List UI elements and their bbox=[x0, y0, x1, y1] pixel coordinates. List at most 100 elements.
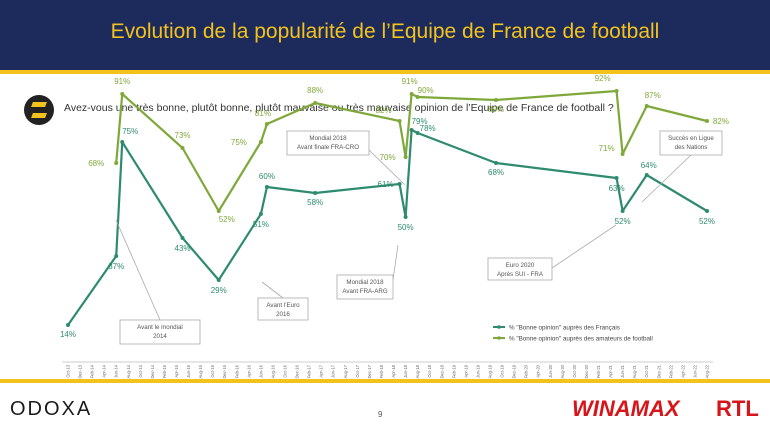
rtl-logo: RTL bbox=[716, 396, 759, 421]
data-label: 70% bbox=[380, 153, 396, 162]
data-label: 29% bbox=[211, 286, 227, 295]
data-point bbox=[409, 128, 414, 132]
x-tick-label: Apr-21 bbox=[608, 364, 613, 377]
x-tick-label: Aug-17 bbox=[343, 364, 348, 378]
data-point bbox=[66, 323, 70, 327]
x-tick-label: Oct-16 bbox=[283, 364, 288, 377]
data-label: 78% bbox=[420, 124, 436, 133]
annotation-text: des Nations bbox=[675, 144, 708, 151]
annotation-box bbox=[257, 297, 309, 321]
x-tick-label: Feb-21 bbox=[596, 364, 601, 378]
annotation-text: Euro 2020 bbox=[506, 262, 535, 269]
odoxa-logo: ODOXA bbox=[10, 398, 93, 420]
x-tick-label: Dec-21 bbox=[656, 364, 661, 378]
annotation-text: 2014 bbox=[153, 333, 167, 340]
data-label: 37% bbox=[108, 262, 124, 271]
data-point bbox=[313, 101, 318, 105]
series-line-1 bbox=[115, 89, 708, 213]
data-label: 88% bbox=[307, 86, 323, 95]
data-point bbox=[409, 92, 414, 96]
data-point bbox=[644, 173, 649, 177]
data-label: 81% bbox=[255, 109, 271, 118]
annotation-box bbox=[487, 257, 553, 281]
x-tick-label: Jun-22 bbox=[692, 364, 697, 377]
x-tick-label: Jun-19 bbox=[475, 364, 480, 377]
x-tick-label: Oct-17 bbox=[355, 364, 360, 377]
data-label: 73% bbox=[175, 131, 191, 140]
data-point bbox=[313, 191, 318, 195]
header-gold-line bbox=[0, 70, 770, 74]
x-tick-label: Oct-15 bbox=[210, 364, 215, 377]
data-point bbox=[216, 209, 221, 213]
data-point bbox=[120, 140, 125, 144]
data-point bbox=[403, 215, 408, 219]
legend-marker bbox=[497, 325, 501, 329]
x-tick-label: Feb-18 bbox=[379, 364, 384, 378]
annotation-text: Avant FRA-ARG bbox=[342, 288, 387, 295]
data-label: 43% bbox=[175, 244, 191, 253]
x-tick-label: Aug-16 bbox=[270, 364, 275, 378]
x-tick-label: Feb-16 bbox=[234, 364, 239, 378]
x-tick-label: Apr-18 bbox=[391, 364, 396, 377]
legend-label: % "Bonne opinion" auprès des Français bbox=[509, 325, 620, 332]
x-tick-label: Dec-18 bbox=[439, 364, 444, 378]
data-point bbox=[120, 92, 125, 96]
annotation-box bbox=[119, 319, 201, 345]
data-label: 63% bbox=[609, 184, 625, 193]
data-label: 91% bbox=[114, 77, 130, 86]
data-point bbox=[494, 98, 499, 102]
data-label: 82% bbox=[376, 106, 392, 115]
x-tick-label: Aug-20 bbox=[560, 364, 565, 378]
data-label: 51% bbox=[253, 220, 269, 229]
x-tick-label: Aug-22 bbox=[705, 364, 710, 378]
data-point bbox=[614, 89, 619, 93]
x-tick-label: Jun-17 bbox=[331, 364, 336, 377]
data-point bbox=[705, 209, 709, 213]
x-tick-label: Dec-15 bbox=[222, 364, 227, 378]
data-label: 50% bbox=[398, 223, 414, 232]
annotation-text: 2016 bbox=[276, 311, 290, 318]
x-tick-label: Feb-17 bbox=[307, 364, 312, 378]
data-label: 82% bbox=[713, 117, 729, 126]
data-label: 75% bbox=[231, 138, 247, 147]
data-point bbox=[180, 146, 185, 150]
x-tick-label: Apr-22 bbox=[680, 364, 685, 377]
data-point bbox=[258, 212, 263, 216]
x-tick-label: Dec-16 bbox=[295, 364, 300, 378]
data-label: 89% bbox=[488, 105, 504, 114]
annotation-connector bbox=[551, 224, 617, 269]
annotation-box bbox=[286, 130, 370, 156]
annotation-text: Avant finale FRA-CRO bbox=[297, 144, 359, 151]
data-label: 52% bbox=[615, 217, 631, 226]
winamax-logo: WINAMAX bbox=[572, 396, 680, 421]
x-tick-label: Oct-13 bbox=[66, 364, 71, 377]
data-point bbox=[216, 278, 221, 282]
page-number: 9 bbox=[378, 410, 383, 419]
x-tick-label: Oct-21 bbox=[644, 364, 649, 377]
annotation-text: Avant l’Euro bbox=[266, 302, 300, 309]
x-tick-label: Jun-21 bbox=[620, 364, 625, 377]
annotation-text: Avant le mondial bbox=[137, 324, 183, 331]
data-label: 79% bbox=[412, 117, 428, 126]
annotation-text: Mondial 2018 bbox=[309, 135, 347, 142]
annotation-connector bbox=[368, 149, 406, 186]
annotation-connector bbox=[261, 281, 284, 299]
annotation-box bbox=[659, 130, 723, 156]
data-label: 52% bbox=[699, 217, 715, 226]
x-tick-label: Jun-16 bbox=[258, 364, 263, 377]
data-point bbox=[620, 209, 625, 213]
x-tick-label: Aug-19 bbox=[487, 364, 492, 378]
data-point bbox=[415, 131, 420, 135]
data-label: 90% bbox=[418, 86, 434, 95]
odoxa-badge-icon bbox=[24, 95, 54, 125]
footer-gold-line bbox=[0, 379, 770, 383]
x-tick-label: Apr-19 bbox=[463, 364, 468, 377]
data-point bbox=[264, 122, 269, 126]
legend-label: % "Bonne opinion" auprès des amateurs de… bbox=[509, 336, 653, 343]
annotation-connector bbox=[115, 219, 161, 321]
x-tick-label: Oct-18 bbox=[427, 364, 432, 377]
header-bar: Evolution de la popularité de l’Equipe d… bbox=[0, 0, 770, 70]
data-point bbox=[620, 152, 625, 156]
data-label: 52% bbox=[219, 215, 235, 224]
data-label: 68% bbox=[488, 168, 504, 177]
